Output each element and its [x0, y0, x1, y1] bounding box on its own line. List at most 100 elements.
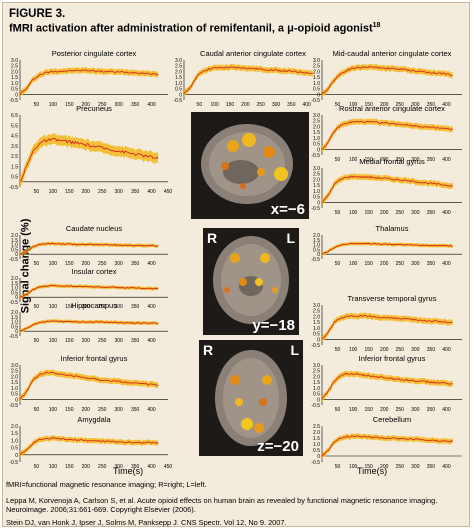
x-tick-label: 200: [82, 464, 91, 470]
y-tick-label: 0.5: [313, 332, 320, 338]
x-tick-label: 250: [98, 407, 107, 413]
x-tick-label: 50: [34, 304, 40, 310]
chart-panel: Thalamus 2.01.51.00.50-0.5 50 100 150 200 250 3…: [311, 224, 462, 267]
x-tick-label: 400: [442, 210, 451, 216]
x-tick-label: 350: [427, 210, 436, 216]
x-tick-label: 100: [49, 464, 58, 470]
y-tick-label: 2.5: [313, 424, 320, 430]
x-tick-label: 50: [335, 407, 341, 413]
x-tick-label: 150: [65, 338, 74, 344]
y-tick-label: 2.5: [313, 172, 320, 178]
brain-slice-sagittal: x=−6: [191, 112, 309, 219]
y-tick-label: -0.5: [9, 334, 18, 340]
x-tick-label: 350: [131, 102, 140, 108]
brain-coord-x: x=−6: [270, 201, 305, 218]
y-tick-label: 2.0: [313, 374, 320, 380]
y-tick-label: 0: [317, 337, 320, 343]
y-tick-label: 1.0: [11, 243, 18, 249]
x-tick-label: 300: [114, 102, 123, 108]
y-tick-label: 1.5: [11, 315, 18, 321]
x-tick-label: 100: [349, 261, 358, 267]
y-tick-label: 0: [317, 397, 320, 403]
y-tick-label: 2.0: [313, 430, 320, 436]
y-tick-label: 1.0: [11, 438, 18, 444]
y-tick-label: 0: [15, 252, 18, 258]
x-tick-label: 150: [364, 347, 373, 353]
x-tick-label: 200: [82, 304, 91, 310]
y-tick-label: 2.5: [313, 119, 320, 125]
x-tick-label: 100: [49, 102, 58, 108]
y-tick-label: 2.0: [11, 233, 18, 239]
chart-title: Transverse temporal gyrus: [348, 294, 437, 303]
x-axis-label-right: Time(s): [357, 466, 388, 476]
chart-title: Inferior frontal gyrus: [61, 354, 128, 363]
x-tick-label: 250: [98, 464, 107, 470]
y-tick-label: 0: [15, 329, 18, 335]
x-tick-label: 250: [396, 157, 405, 163]
y-tick-label: -0.5: [311, 343, 320, 349]
y-tick-label: 0: [317, 252, 320, 258]
chart-panel: Transverse temporal gyrus 3.02.52.01.51.0…: [311, 294, 462, 353]
x-tick-label: 250: [396, 102, 405, 108]
series-line: [19, 437, 159, 456]
x-tick-label: 300: [272, 102, 281, 108]
y-tick-label: 3.0: [313, 166, 320, 172]
x-tick-label: 350: [131, 338, 140, 344]
x-tick-label: 50: [335, 102, 341, 108]
brain-slice-coronal: R L y=−18: [203, 228, 299, 335]
y-tick-label: 0.5: [313, 142, 320, 148]
chart-panel: Precuneus 6.5 5.5 4.5 3.5 2.5 1.5 0.5 -0.5 50 100 1…: [9, 104, 172, 195]
y-tick-label: 3.0: [313, 363, 320, 369]
y-tick-label: 0.5: [11, 175, 18, 181]
y-tick-label: 1.5: [11, 431, 18, 437]
chart-title: Thalamus: [376, 224, 409, 233]
x-tick-label: 250: [98, 338, 107, 344]
y-tick-label: 2.0: [313, 124, 320, 130]
x-tick-label: 50: [34, 338, 40, 344]
error-band: [322, 312, 453, 342]
chart-title: Mid-caudal anterior cingulate cortex: [333, 49, 452, 58]
footer-citation1: Leppa M, Korvenoja A, Carlson S, et al. …: [6, 496, 438, 514]
x-tick-label: 200: [380, 464, 389, 470]
x-tick-label: 200: [380, 261, 389, 267]
y-tick-label: 2.5: [11, 64, 18, 70]
x-tick-label: 250: [396, 464, 405, 470]
y-tick-label: 1.5: [313, 320, 320, 326]
x-tick-label: 200: [82, 407, 91, 413]
x-tick-label: 350: [131, 407, 140, 413]
brain-axial-image: [215, 350, 287, 446]
chart-panel: Caudal anterior cingulate cortex3.02.52.…: [173, 49, 322, 108]
x-tick-label: 250: [396, 347, 405, 353]
x-tick-label: 100: [49, 189, 58, 195]
y-tick-label: 0.5: [11, 392, 18, 398]
chart-panel: Mid-caudal anterior cingulate cortex3.02…: [311, 49, 462, 108]
x-tick-label: 150: [65, 304, 74, 310]
y-tick-label: 2.0: [11, 310, 18, 316]
figure-label: FIGURE 3.: [9, 8, 66, 20]
y-tick-label: 3.5: [11, 144, 18, 150]
x-tick-label: 400: [147, 261, 156, 267]
brain-coronal-right-label: R: [207, 230, 218, 246]
chart-title: Insular cortex: [71, 267, 116, 276]
y-tick-label: 1.5: [313, 183, 320, 189]
x-tick-label: 50: [335, 261, 341, 267]
x-tick-label: 350: [287, 102, 296, 108]
x-tick-label: 450: [164, 189, 173, 195]
footer-citation2: Stein DJ, van Honk J, Ipser J, Solms M, …: [6, 518, 287, 527]
chart-title: Medial frontal gyrus: [359, 157, 425, 166]
y-tick-label: 0.5: [313, 87, 320, 93]
chart-panel: Inferior frontal gyrus 3.02.52.01.51.00.5…: [311, 354, 462, 413]
y-tick-label: -0.5: [311, 403, 320, 409]
chart-panel: Posterior cingulate cortex 3.02.52.01.51.…: [9, 49, 168, 108]
y-tick-label: 2.5: [175, 64, 182, 70]
x-tick-label: 400: [147, 304, 156, 310]
error-band: [322, 63, 453, 97]
figure-title-text: fMRI activation after administration of …: [9, 22, 373, 35]
x-tick-label: 150: [364, 157, 373, 163]
y-tick-label: -0.5: [311, 206, 320, 212]
error-band: [20, 319, 159, 333]
y-tick-label: -0.5: [9, 257, 18, 263]
y-tick-label: -0.5: [9, 300, 18, 306]
